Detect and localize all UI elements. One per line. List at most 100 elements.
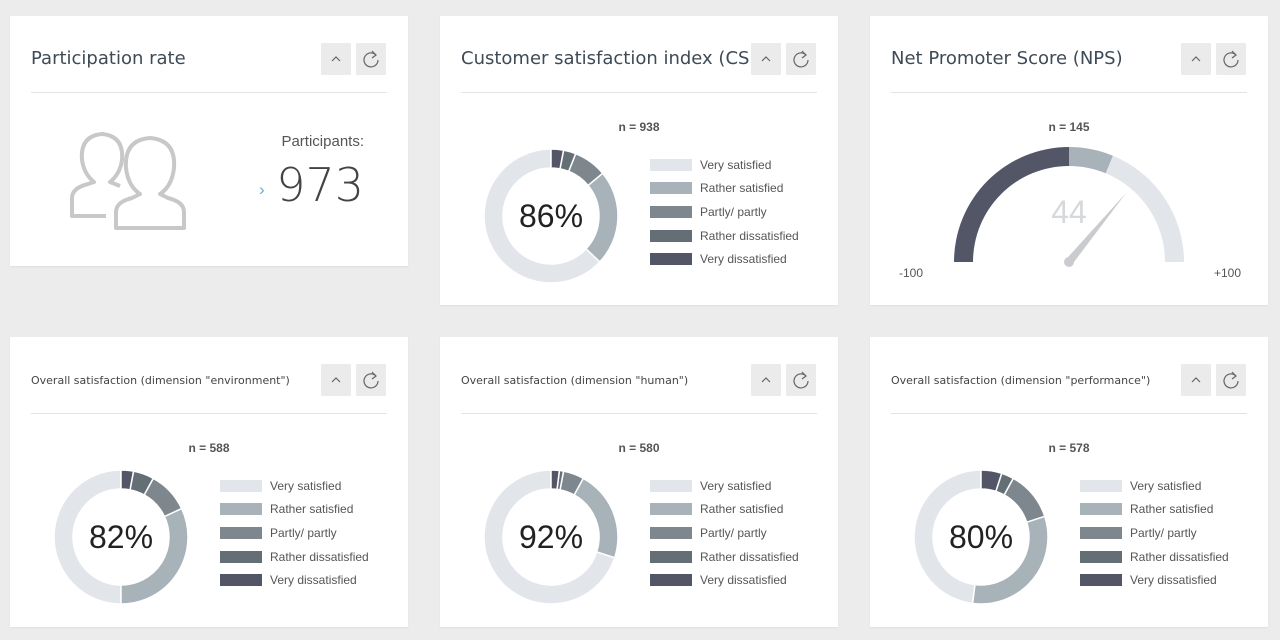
legend-label: Partly/ partly	[700, 525, 767, 540]
legend-label: Very dissatisfied	[700, 573, 787, 588]
refresh-icon	[363, 371, 379, 389]
legend-label: Rather dissatisfied	[1130, 549, 1229, 564]
legend-item[interactable]: Partly/ partly	[650, 521, 799, 545]
legend-item[interactable]: Rather satisfied	[1080, 498, 1229, 522]
refresh-button[interactable]	[356, 364, 386, 396]
legend-item[interactable]: Very satisfied	[650, 474, 799, 498]
legend-item[interactable]: Very dissatisfied	[1080, 568, 1229, 592]
legend-swatch	[650, 574, 692, 587]
gauge-band	[1069, 147, 1114, 174]
legend-item[interactable]: Very satisfied	[1080, 474, 1229, 498]
refresh-button[interactable]	[786, 364, 816, 396]
legend-item[interactable]: Partly/ partly	[650, 200, 799, 224]
collapse-button[interactable]	[1181, 43, 1211, 75]
donut-slice	[550, 469, 561, 491]
users-icon	[70, 132, 186, 230]
collapse-button[interactable]	[321, 43, 351, 75]
legend-item[interactable]: Partly/ partly	[220, 521, 369, 545]
refresh-button[interactable]	[1216, 364, 1246, 396]
sample-size: n = 588	[188, 441, 230, 455]
divider	[461, 92, 817, 93]
legend-swatch	[1080, 526, 1122, 539]
refresh-icon	[1223, 371, 1239, 389]
donut-center-label: 92%	[518, 518, 584, 555]
divider	[891, 413, 1247, 414]
donut-chart	[483, 469, 619, 605]
legend-swatch	[650, 550, 692, 563]
refresh-button[interactable]	[356, 43, 386, 75]
legend-item[interactable]: Rather dissatisfied	[1080, 545, 1229, 569]
card-title: Overall satisfaction (dimension "perform…	[891, 374, 1151, 387]
sample-size: n = 938	[618, 120, 660, 134]
legend-item[interactable]: Rather satisfied	[650, 177, 799, 201]
sample-size: n = 580	[618, 441, 660, 455]
legend-label: Rather dissatisfied	[270, 549, 369, 564]
donut-slice	[980, 469, 1003, 493]
participation-card: Participation rate Participants: › 973	[10, 16, 408, 266]
legend-label: Very dissatisfied	[1130, 573, 1217, 588]
legend-swatch	[650, 503, 692, 516]
legend-label: Partly/ partly	[1130, 525, 1197, 540]
legend-label: Rather satisfied	[700, 502, 784, 517]
legend-item[interactable]: Rather dissatisfied	[650, 224, 799, 248]
card-title: Participation rate	[31, 48, 186, 69]
legend-item[interactable]: Rather satisfied	[650, 498, 799, 522]
legend-item[interactable]: Very dissatisfied	[650, 247, 799, 271]
legend-label: Very satisfied	[700, 157, 772, 172]
env-card: Overall satisfaction (dimension "environ…	[10, 337, 408, 627]
legend-swatch	[220, 550, 262, 563]
gauge-min-label: -100	[899, 266, 924, 280]
card-title: Overall satisfaction (dimension "human")	[461, 374, 689, 387]
legend-swatch	[650, 253, 692, 266]
collapse-button[interactable]	[751, 43, 781, 75]
csi-card: Customer satisfaction index (CSI) n = 93…	[440, 16, 838, 305]
card-title: Net Promoter Score (NPS)	[891, 48, 1123, 69]
legend-label: Rather satisfied	[1130, 502, 1214, 517]
gauge-max-label: +100	[1213, 266, 1241, 280]
legend-item[interactable]: Very dissatisfied	[220, 568, 369, 592]
collapse-button[interactable]	[1181, 364, 1211, 396]
collapse-button[interactable]	[751, 364, 781, 396]
legend-label: Partly/ partly	[700, 204, 767, 219]
card-title: Customer satisfaction index (CSI)	[461, 48, 762, 69]
human-card: Overall satisfaction (dimension "human")…	[440, 337, 838, 627]
legend-swatch	[650, 479, 692, 492]
gauge-band	[954, 147, 1069, 262]
refresh-button[interactable]	[1216, 43, 1246, 75]
legend-item[interactable]: Rather dissatisfied	[650, 545, 799, 569]
donut-center-label: 86%	[518, 197, 584, 234]
legend-label: Rather satisfied	[700, 181, 784, 196]
nps-card: Net Promoter Score (NPS) n = 145 44 -100…	[870, 16, 1268, 305]
legend-item[interactable]: Very satisfied	[650, 153, 799, 177]
donut-chart	[483, 148, 619, 284]
refresh-icon	[793, 50, 809, 68]
donut-slice	[483, 148, 601, 284]
legend-item[interactable]: Partly/ partly	[1080, 521, 1229, 545]
collapse-button[interactable]	[321, 364, 351, 396]
legend-swatch	[1080, 503, 1122, 516]
participants-label: Participants:	[281, 133, 364, 150]
chevron-up-icon	[1191, 56, 1201, 62]
donut-chart	[913, 469, 1049, 605]
sample-size: n = 145	[1048, 120, 1090, 134]
refresh-icon	[1223, 50, 1239, 68]
refresh-icon	[363, 50, 379, 68]
nps-gauge	[954, 147, 1184, 267]
legend-swatch	[650, 205, 692, 218]
legend-label: Partly/ partly	[270, 525, 337, 540]
perf-card: Overall satisfaction (dimension "perform…	[870, 337, 1268, 627]
nps-value: 44	[1051, 194, 1087, 230]
legend-label: Very satisfied	[700, 478, 772, 493]
donut-center-label: 80%	[948, 518, 1014, 555]
chevron-up-icon	[761, 377, 771, 383]
chevron-up-icon	[331, 56, 341, 62]
legend-label: Rather dissatisfied	[700, 549, 799, 564]
refresh-button[interactable]	[786, 43, 816, 75]
legend-item[interactable]: Very dissatisfied	[650, 568, 799, 592]
legend-item[interactable]: Very satisfied	[220, 474, 369, 498]
divider	[31, 92, 387, 93]
chevron-up-icon	[331, 377, 341, 383]
legend-label: Rather dissatisfied	[700, 228, 799, 243]
legend-item[interactable]: Rather dissatisfied	[220, 545, 369, 569]
legend-item[interactable]: Rather satisfied	[220, 498, 369, 522]
